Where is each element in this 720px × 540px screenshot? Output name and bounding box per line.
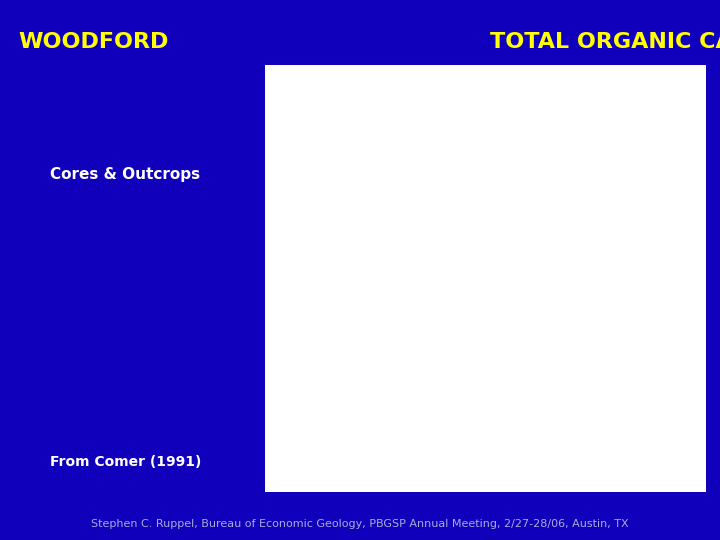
- Bar: [265, 65, 706, 492]
- Text: From Comer (1991): From Comer (1991): [50, 455, 202, 469]
- Text: TOTAL ORGANIC CARBON (TOC): TOTAL ORGANIC CARBON (TOC): [490, 32, 720, 52]
- Text: Cores & Outcrops: Cores & Outcrops: [50, 167, 200, 183]
- Text: Stephen C. Ruppel, Bureau of Economic Geology, PBGSP Annual Meeting, 2/27-28/06,: Stephen C. Ruppel, Bureau of Economic Ge…: [91, 519, 629, 529]
- Text: WOODFORD: WOODFORD: [18, 32, 168, 52]
